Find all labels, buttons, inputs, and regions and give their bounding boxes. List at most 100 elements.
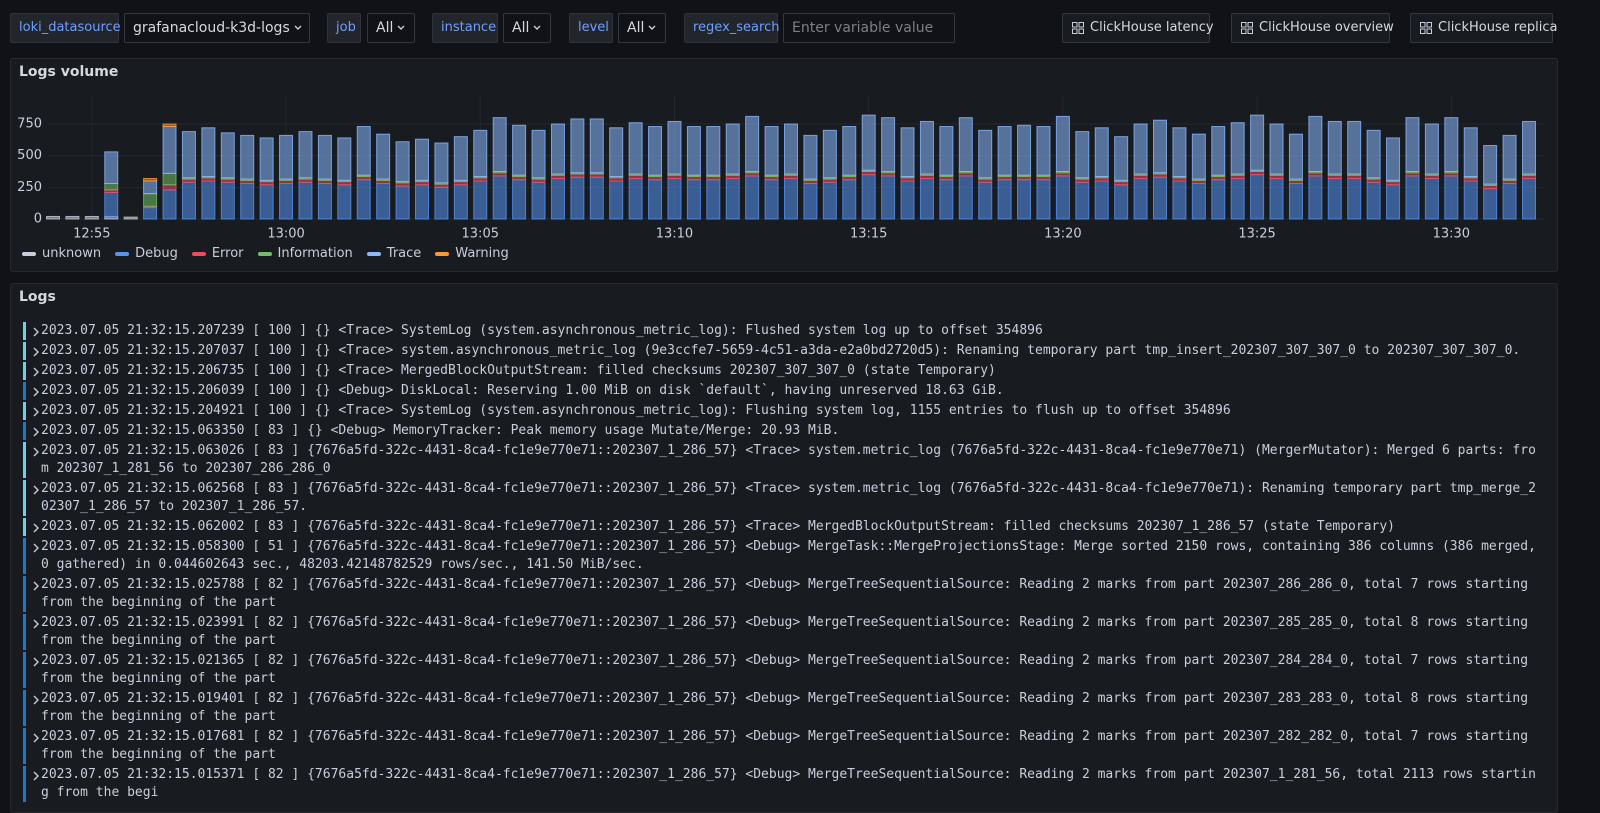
variable-value: All: [512, 20, 530, 36]
bar-segment: [1191, 133, 1206, 180]
bar-segment: [978, 129, 993, 179]
expand-chevron: [33, 695, 39, 705]
bar-segment: [1094, 180, 1109, 220]
bar-segment: [259, 184, 274, 220]
bar-segment: [512, 124, 527, 176]
bar-segment: [104, 191, 119, 217]
log-line: 2023.07.05 21:32:15.062002 [ 83 ] {7676a…: [41, 519, 1396, 534]
log-row[interactable]: 2023.07.05 21:32:15.063026 [ 83 ] {7676a…: [23, 442, 1563, 478]
log-row[interactable]: 2023.07.05 21:32:15.023991 [ 82 ] {7676a…: [23, 614, 1563, 650]
bar-segment: [745, 175, 760, 220]
bar-segment: [1036, 179, 1051, 220]
bar-segment: [667, 177, 682, 220]
link-text: ClickHouse latency: [1090, 20, 1214, 35]
bar-segment: [220, 132, 235, 179]
bar-segment: [220, 181, 235, 220]
variable-input[interactable]: Enter variable value: [783, 13, 955, 43]
bar-segment: [434, 142, 449, 184]
dashboard-link[interactable]: ClickHouse latency: [1062, 13, 1214, 43]
log-row[interactable]: 2023.07.05 21:32:15.206735 [ 100 ] {} <T…: [23, 362, 1563, 380]
bar-segment: [686, 126, 701, 176]
bar-segment: [1327, 177, 1342, 220]
bar-segment: [1522, 120, 1536, 175]
bar-segment: [997, 126, 1012, 176]
x-tick-label: 13:15: [850, 227, 887, 242]
log-row[interactable]: 2023.07.05 21:32:15.021365 [ 82 ] {7676a…: [23, 652, 1563, 688]
dashboard-link[interactable]: ClickHouse overview: [1231, 13, 1394, 43]
dashboard-link[interactable]: ClickHouse replica: [1410, 13, 1558, 43]
bar-segment: [1483, 145, 1498, 185]
bar-segment: [1386, 137, 1401, 181]
log-row[interactable]: 2023.07.05 21:32:15.058300 [ 51 ] {7676a…: [23, 538, 1563, 574]
log-row[interactable]: 2023.07.05 21:32:15.017681 [ 82 ] {7676a…: [23, 728, 1563, 764]
variable-value: grafanacloud-k3d-logs: [133, 20, 290, 36]
bar-segment: [667, 120, 682, 175]
bar-segment: [162, 172, 177, 186]
bar-segment: [1114, 184, 1129, 220]
expand-chevron: [33, 327, 39, 337]
bar-segment: [298, 181, 313, 220]
expand-chevron: [33, 347, 39, 357]
variable-select[interactable]: All: [367, 13, 415, 43]
y-tick-label: 250: [17, 180, 42, 195]
bar-segment: [1502, 183, 1517, 220]
legend-swatch: [22, 251, 36, 256]
chevron-path: [33, 695, 39, 705]
bar-segment: [1386, 184, 1401, 220]
bar-segment: [1211, 126, 1226, 176]
bar-segment: [143, 177, 158, 182]
bar-segment: [1055, 175, 1070, 220]
bar-segment: [317, 183, 332, 220]
chevron-path: [33, 407, 39, 417]
bar-segment: [1230, 177, 1245, 220]
log-row[interactable]: 2023.07.05 21:32:15.019401 [ 82 ] {7676a…: [23, 690, 1563, 726]
bar-segment: [376, 133, 391, 180]
bar-segment: [609, 127, 624, 178]
bar-segment: [337, 184, 352, 220]
bar-segment: [1269, 177, 1284, 220]
x-tick-label: 13:00: [267, 227, 304, 242]
log-row[interactable]: 2023.07.05 21:32:15.063350 [ 83 ] {} <De…: [23, 422, 1563, 440]
bar-segment: [84, 215, 99, 220]
legend-swatch: [257, 251, 272, 256]
link-icon: [1072, 21, 1084, 34]
log-row[interactable]: 2023.07.05 21:32:15.015371 [ 82 ] {7676a…: [23, 766, 1563, 802]
expand-chevron: [33, 619, 39, 629]
log-line: 2023.07.05 21:32:15.025788 [ 82 ] {7676a…: [41, 577, 1536, 610]
variable-select[interactable]: All: [503, 13, 551, 43]
bar-segment: [628, 177, 643, 220]
bar-segment: [531, 129, 546, 179]
log-row[interactable]: 2023.07.05 21:32:15.025788 [ 82 ] {7676a…: [23, 576, 1563, 612]
variable-select[interactable]: All: [618, 13, 666, 43]
expand-chevron: [33, 407, 39, 417]
log-line: 2023.07.05 21:32:15.062568 [ 83 ] {7676a…: [41, 481, 1536, 514]
bar-segment: [1347, 120, 1362, 175]
log-row[interactable]: 2023.07.05 21:32:15.207037 [ 100 ] {} <T…: [23, 342, 1563, 360]
bar-segment: [46, 215, 60, 220]
expand-chevron: [33, 387, 39, 397]
log-row[interactable]: 2023.07.05 21:32:15.206039 [ 100 ] {} <D…: [23, 382, 1563, 400]
bar-segment: [240, 134, 255, 180]
log-row[interactable]: 2023.07.05 21:32:15.207239 [ 100 ] {} <T…: [23, 322, 1563, 340]
bar-segment: [900, 127, 915, 178]
bar-segment: [1211, 179, 1226, 220]
bar-segment: [1424, 177, 1439, 220]
legend-swatch: [191, 251, 206, 256]
bar-segment: [1522, 177, 1536, 220]
bar-segment: [337, 137, 352, 181]
bar-segment: [1094, 127, 1109, 178]
bar-segment: [298, 131, 313, 179]
bar-segment: [162, 126, 177, 174]
bar-segment: [958, 175, 973, 220]
log-row[interactable]: 2023.07.05 21:32:15.062002 [ 83 ] {7676a…: [23, 518, 1563, 536]
bar-segment: [162, 189, 177, 220]
legend-label: Error: [211, 246, 244, 261]
bar-segment: [415, 184, 429, 220]
log-row[interactable]: 2023.07.05 21:32:15.204921 [ 100 ] {} <T…: [23, 402, 1563, 420]
bar-segment: [1153, 119, 1167, 174]
legend-swatch: [435, 251, 450, 256]
log-row[interactable]: 2023.07.05 21:32:15.062568 [ 83 ] {7676a…: [23, 480, 1563, 516]
variable-select[interactable]: grafanacloud-k3d-logs: [124, 13, 310, 43]
legend-label: Warning: [455, 246, 509, 261]
log-line: 2023.07.05 21:32:15.206039 [ 100 ] {} <D…: [41, 383, 1004, 398]
